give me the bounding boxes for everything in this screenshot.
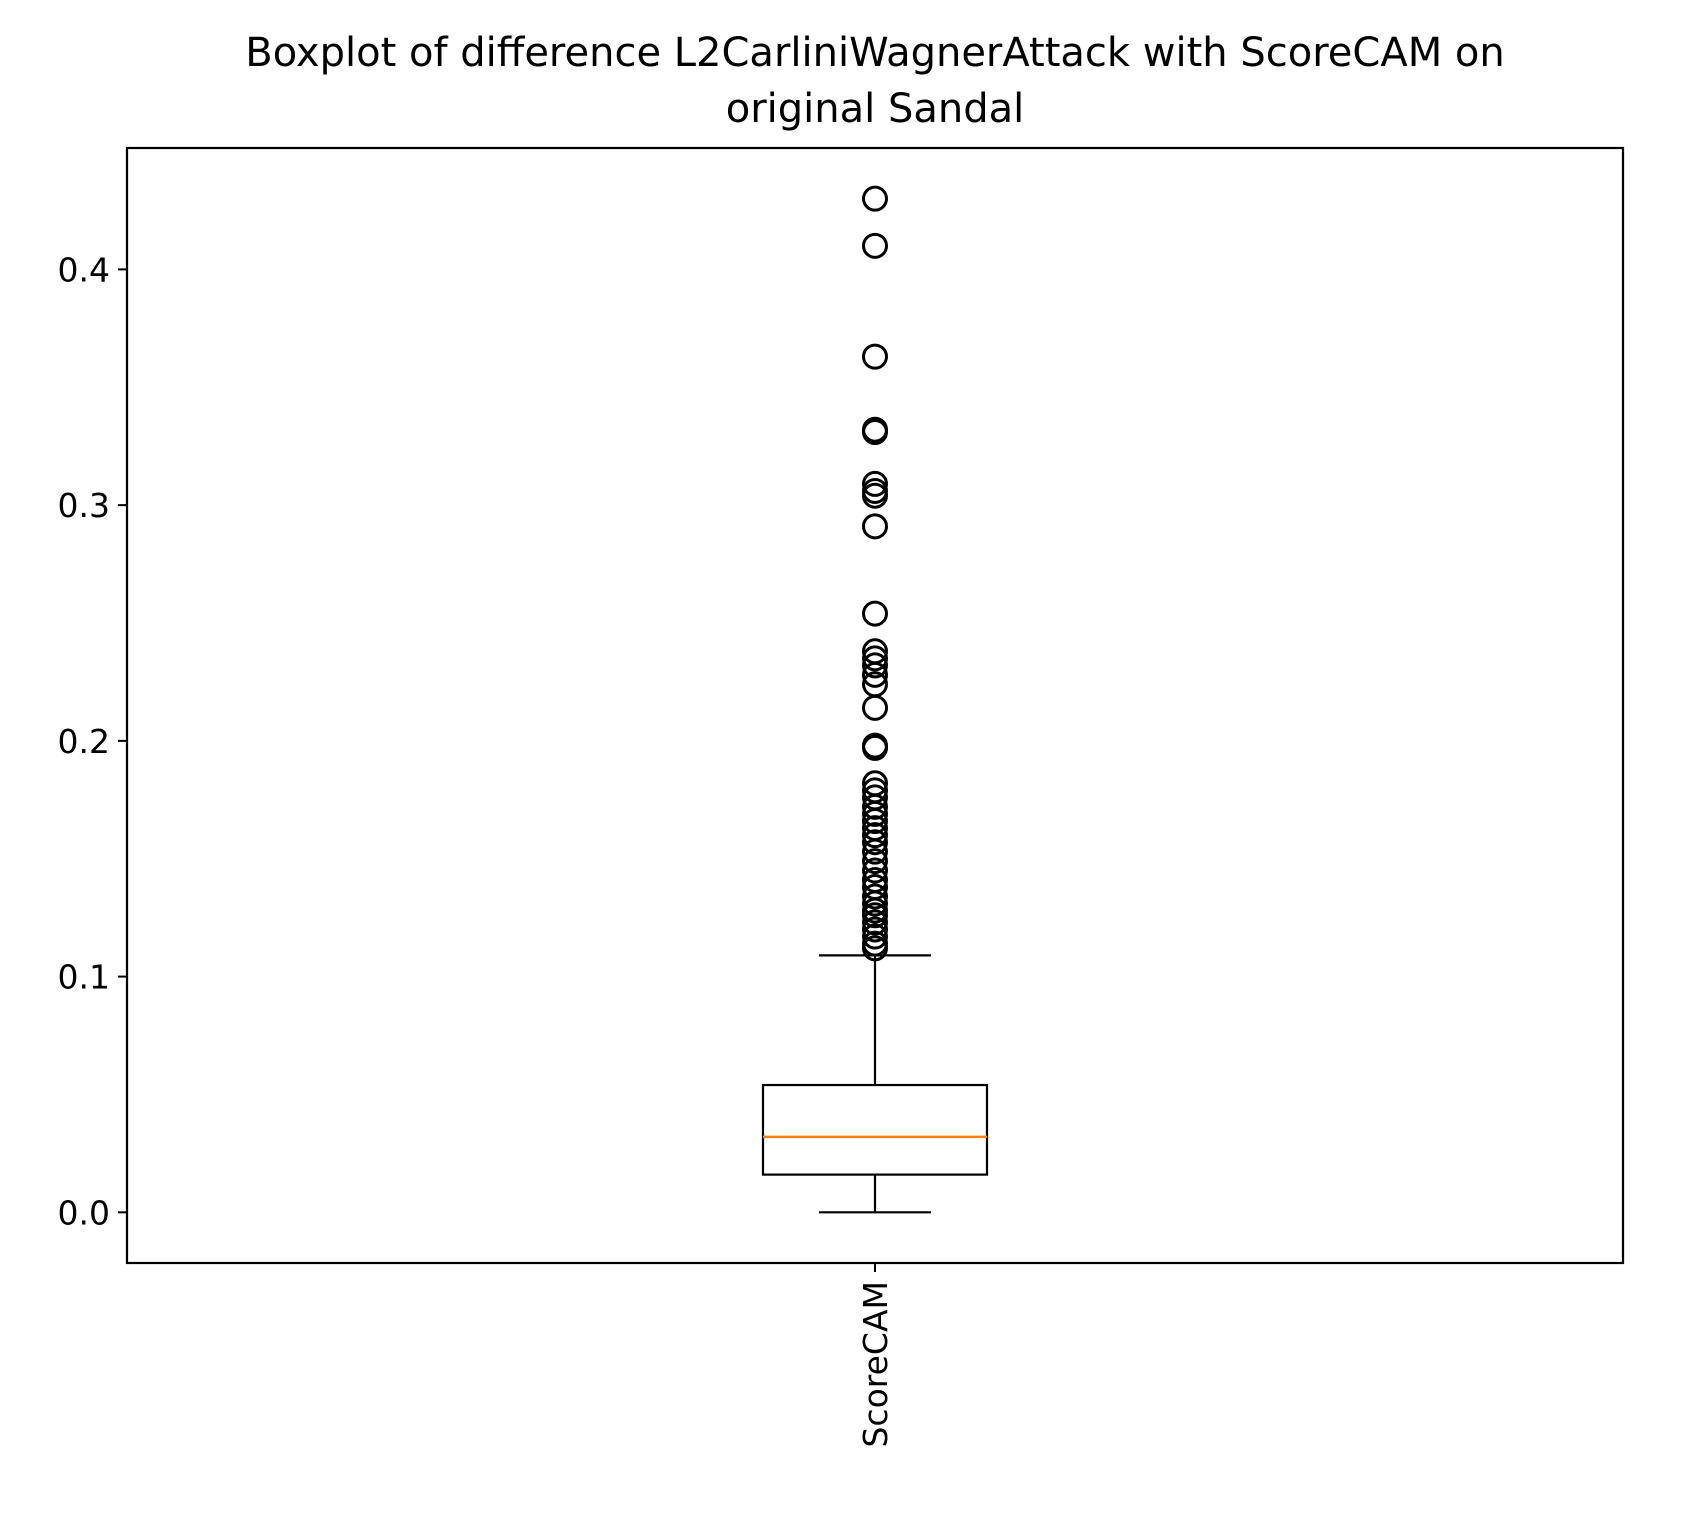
outlier-point (862, 645, 888, 672)
outlier-point (862, 600, 888, 627)
y-tick-label: 0.3 (58, 486, 110, 525)
outlier-point (862, 822, 888, 849)
outlier-point (862, 784, 888, 811)
chart-title-line-1: Boxplot of difference L2CarliniWagnerAtt… (245, 30, 1505, 76)
outlier-point (862, 770, 888, 797)
outlier-point (862, 829, 888, 856)
chart-title-line-2: original Sandal (726, 86, 1025, 132)
outlier-point (862, 477, 888, 504)
y-tick-label: 0.1 (58, 958, 110, 997)
outlier-point (862, 874, 888, 901)
outlier-point (862, 883, 888, 910)
outlier-point (862, 732, 888, 759)
outlier-point (862, 652, 888, 679)
plot-area (761, 185, 989, 1214)
outlier-point (862, 815, 888, 842)
y-tick-label: 0.0 (58, 1193, 110, 1232)
outlier-point (862, 343, 888, 370)
outlier-point (862, 638, 888, 665)
outlier-point (862, 923, 888, 950)
outlier-point (862, 916, 888, 943)
outlier-point (862, 513, 888, 540)
outlier-point (862, 185, 888, 212)
outlier-point (862, 416, 888, 443)
outlier-point (862, 857, 888, 884)
outlier-point (862, 671, 888, 698)
outlier-point (862, 866, 888, 893)
y-tick-label: 0.4 (58, 250, 110, 289)
iqr-box (761, 1083, 989, 1176)
y-axis: 0.0 0.1 0.2 0.3 0.4 (58, 250, 127, 1232)
outlier-point (862, 848, 888, 875)
x-axis: ScoreCAM (856, 1263, 895, 1448)
outlier-point (862, 777, 888, 804)
outlier-point (862, 909, 888, 936)
box-group (761, 185, 989, 1214)
y-tick-label: 0.2 (58, 722, 110, 761)
outlier-point (862, 232, 888, 259)
outlier-point (862, 930, 888, 957)
outlier-point (862, 470, 888, 497)
x-tick-label: ScoreCAM (856, 1281, 895, 1448)
